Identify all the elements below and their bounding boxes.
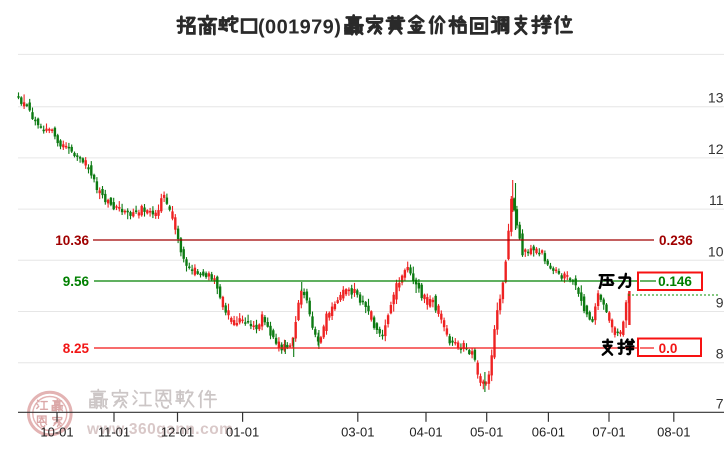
svg-text:10.36: 10.36 [55, 233, 89, 248]
svg-text:9.56: 9.56 [63, 274, 90, 289]
svg-text:07-01: 07-01 [592, 425, 625, 440]
svg-text:01-01: 01-01 [226, 425, 259, 440]
svg-text:7: 7 [716, 396, 724, 412]
svg-text:04-01: 04-01 [409, 425, 442, 440]
svg-text:06-01: 06-01 [532, 425, 565, 440]
svg-text:11: 11 [709, 192, 724, 208]
svg-text:8.25: 8.25 [63, 341, 90, 356]
svg-text:9: 9 [716, 295, 724, 311]
svg-text:www.360gann.com: www.360gann.com [86, 421, 233, 438]
svg-text:08-01: 08-01 [657, 425, 690, 440]
svg-text:10-01: 10-01 [40, 425, 73, 440]
svg-text:0.236: 0.236 [659, 233, 693, 248]
svg-text:03-01: 03-01 [341, 425, 374, 440]
svg-text:8: 8 [716, 346, 724, 362]
svg-text:(001979): (001979) [258, 17, 341, 39]
svg-text:10: 10 [708, 243, 724, 259]
svg-text:05-01: 05-01 [470, 425, 503, 440]
svg-text:13: 13 [708, 90, 724, 106]
svg-text:11-01: 11-01 [98, 425, 130, 440]
svg-text:0.0: 0.0 [659, 341, 678, 356]
svg-text:12: 12 [708, 141, 724, 157]
svg-text:0.146: 0.146 [658, 274, 692, 289]
svg-text:12-01: 12-01 [161, 425, 194, 440]
